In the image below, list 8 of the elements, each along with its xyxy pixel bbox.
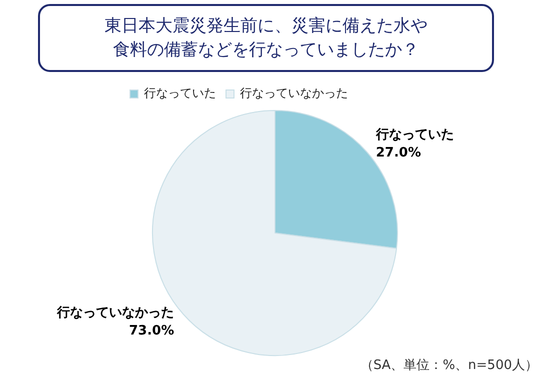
slice-label: 行なっていた — [374, 127, 454, 142]
slice-label: 行なっていなかった — [56, 305, 174, 320]
data-label: 27.0% — [376, 145, 421, 160]
chart-title: 東日本大震災発生前に、災害に備えた水や食料の備蓄などを行なっていましたか？ — [38, 4, 494, 72]
text: （SA、単位：%、n=500人） — [360, 357, 538, 374]
legend-label: 行なっていた — [144, 86, 216, 100]
data-label: 73.0% — [129, 323, 174, 338]
legend-label: 行なっていなかった — [240, 86, 348, 100]
